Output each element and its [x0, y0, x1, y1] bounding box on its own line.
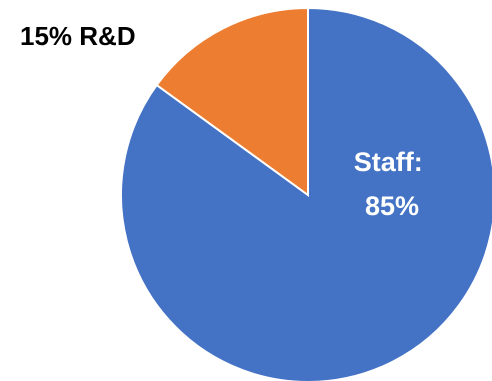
slice-label-staff-line-2: 85% [365, 191, 419, 221]
pie-slices [120, 6, 492, 381]
slice-label-staff-line-1: Staff: [354, 147, 423, 177]
slice-label-staff: Staff: 85% [354, 147, 431, 221]
pie-labels: Staff: 85% 15% R&D [20, 21, 431, 221]
slice-label-rd: 15% R&D [20, 21, 136, 51]
pie-slice-rd [155, 6, 309, 197]
